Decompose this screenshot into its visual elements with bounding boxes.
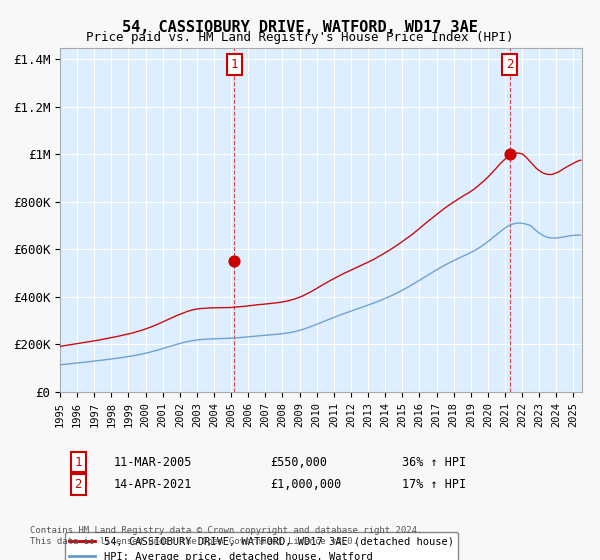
Text: £1,000,000: £1,000,000 [270,478,341,491]
Text: 1: 1 [230,58,238,71]
Text: 17% ↑ HPI: 17% ↑ HPI [402,478,466,491]
Point [505,150,515,159]
Text: 36% ↑ HPI: 36% ↑ HPI [402,455,466,469]
Text: £550,000: £550,000 [270,455,327,469]
Text: 11-MAR-2005: 11-MAR-2005 [114,455,193,469]
Text: 54, CASSIOBURY DRIVE, WATFORD, WD17 3AE: 54, CASSIOBURY DRIVE, WATFORD, WD17 3AE [122,20,478,35]
Point [230,257,239,266]
Text: 14-APR-2021: 14-APR-2021 [114,478,193,491]
Text: 2: 2 [74,478,82,491]
Text: Contains HM Land Registry data © Crown copyright and database right 2024.
This d: Contains HM Land Registry data © Crown c… [30,526,422,546]
Text: 2: 2 [506,58,514,71]
Text: Price paid vs. HM Land Registry's House Price Index (HPI): Price paid vs. HM Land Registry's House … [86,31,514,44]
Legend: 54, CASSIOBURY DRIVE, WATFORD, WD17 3AE (detached house), HPI: Average price, de: 54, CASSIOBURY DRIVE, WATFORD, WD17 3AE … [65,533,458,560]
Text: 1: 1 [74,455,82,469]
